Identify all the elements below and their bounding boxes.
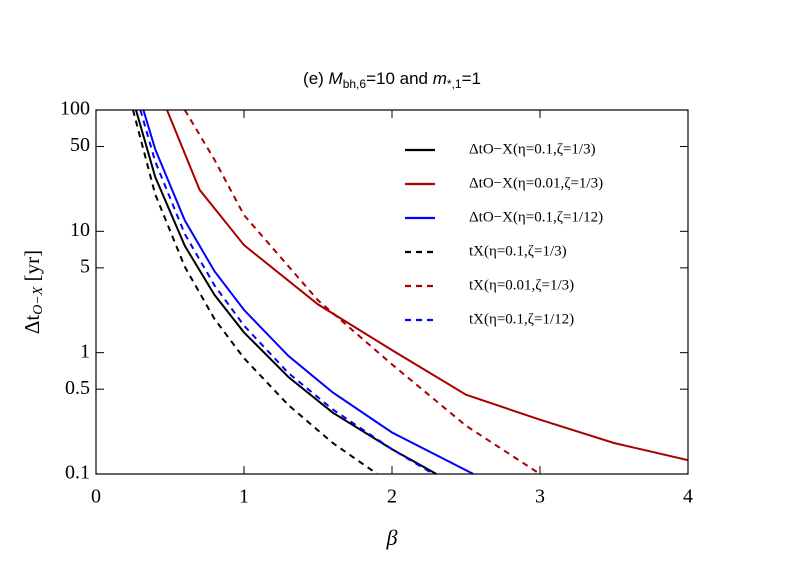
y-tick-label: 10 [70,219,90,241]
plot-frame [95,109,689,475]
y-label-part: Δt [20,315,44,335]
y-tick-label: 0.5 [65,377,90,399]
plot-area [132,110,688,474]
legend-label: ΔtO−X(η=0.1,ζ=1/12) [469,209,603,225]
y-tick-label: 50 [70,134,90,156]
y-label-part: [yr] [20,250,44,287]
y-axis-label: ΔtO−X [yr] [20,250,46,334]
x-tick-label: 2 [387,486,397,508]
legend-label: tX(η=0.01,ζ=1/3) [469,277,574,293]
chart-title: (e) Mbh,6=10 and m*,1=1 [303,69,481,91]
series-line [132,110,378,474]
legend-label: tX(η=0.1,ζ=1/3) [469,243,567,259]
x-tick-label: 4 [683,486,693,508]
title-part: =1 [462,69,481,88]
y-tick-label: 0.1 [65,462,90,484]
x-tick-label: 3 [535,486,545,508]
title-part: M [329,69,344,88]
legend-label: ΔtO−X(η=0.1,ζ=1/3) [469,141,596,157]
series-line [166,110,688,462]
title-part: (e) [303,69,329,88]
y-label-part: O−X [31,286,46,315]
title-part: =10 and [366,69,433,88]
legend-label: tX(η=0.1,ζ=1/12) [469,311,574,327]
y-tick-label: 100 [60,98,90,120]
series-line [139,110,434,474]
y-tick-label: 1 [80,340,90,362]
x-tick-label: 0 [91,486,101,508]
x-axis-label: β [386,525,398,550]
legend-label: ΔtO−X(η=0.01,ζ=1/3) [469,175,603,191]
y-tick-label: 5 [80,255,90,277]
series-line [142,110,474,474]
series-line [183,110,541,474]
series-line [135,110,437,474]
title-part: m [433,69,447,88]
title-part: bh,6 [343,77,367,91]
x-tick-label: 1 [239,486,249,508]
title-part: *,1 [447,77,462,91]
